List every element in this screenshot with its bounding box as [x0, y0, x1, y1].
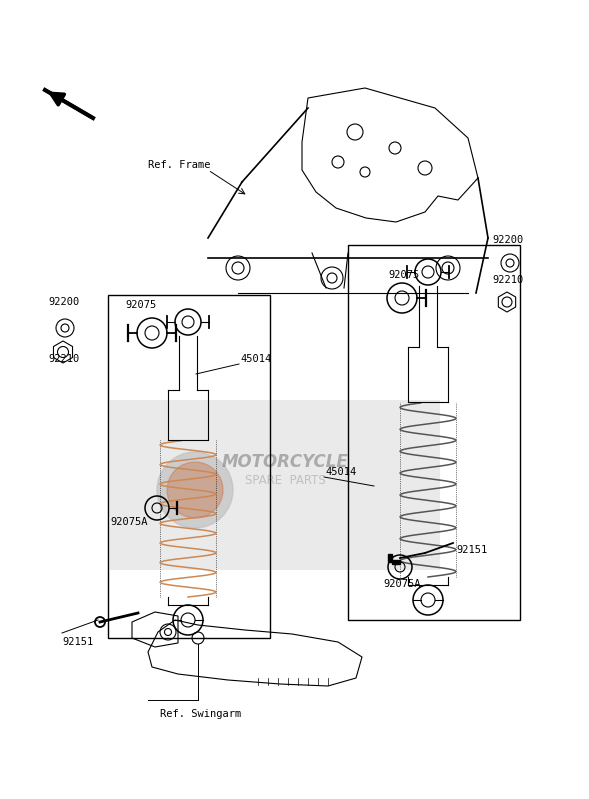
Text: 92210: 92210 [48, 354, 80, 364]
Text: 92075: 92075 [125, 300, 156, 310]
Text: 92200: 92200 [492, 235, 523, 245]
Circle shape [167, 462, 223, 518]
Text: SPARE  PARTS: SPARE PARTS [244, 474, 325, 487]
Bar [348, 245, 520, 620]
Text: 92075: 92075 [388, 270, 419, 280]
Text: 92151: 92151 [456, 545, 487, 555]
Text: 45014: 45014 [325, 467, 356, 477]
Text: 92210: 92210 [492, 275, 523, 285]
Text: 92200: 92200 [48, 297, 80, 307]
Text: MOTORCYCLE: MOTORCYCLE [221, 453, 348, 471]
Text: 45014: 45014 [240, 354, 272, 364]
Text: 92075A: 92075A [383, 579, 421, 589]
Bar [392, 560, 400, 564]
Text: 92151: 92151 [62, 637, 93, 647]
Text: Ref. Swingarm: Ref. Swingarm [160, 709, 241, 719]
FancyArrowPatch shape [51, 93, 91, 117]
Circle shape [157, 452, 233, 528]
Bar [110, 400, 440, 570]
Text: 92075A: 92075A [110, 517, 147, 527]
Bar [108, 295, 270, 638]
Bar [388, 554, 392, 562]
Text: Ref. Frame: Ref. Frame [148, 160, 210, 170]
